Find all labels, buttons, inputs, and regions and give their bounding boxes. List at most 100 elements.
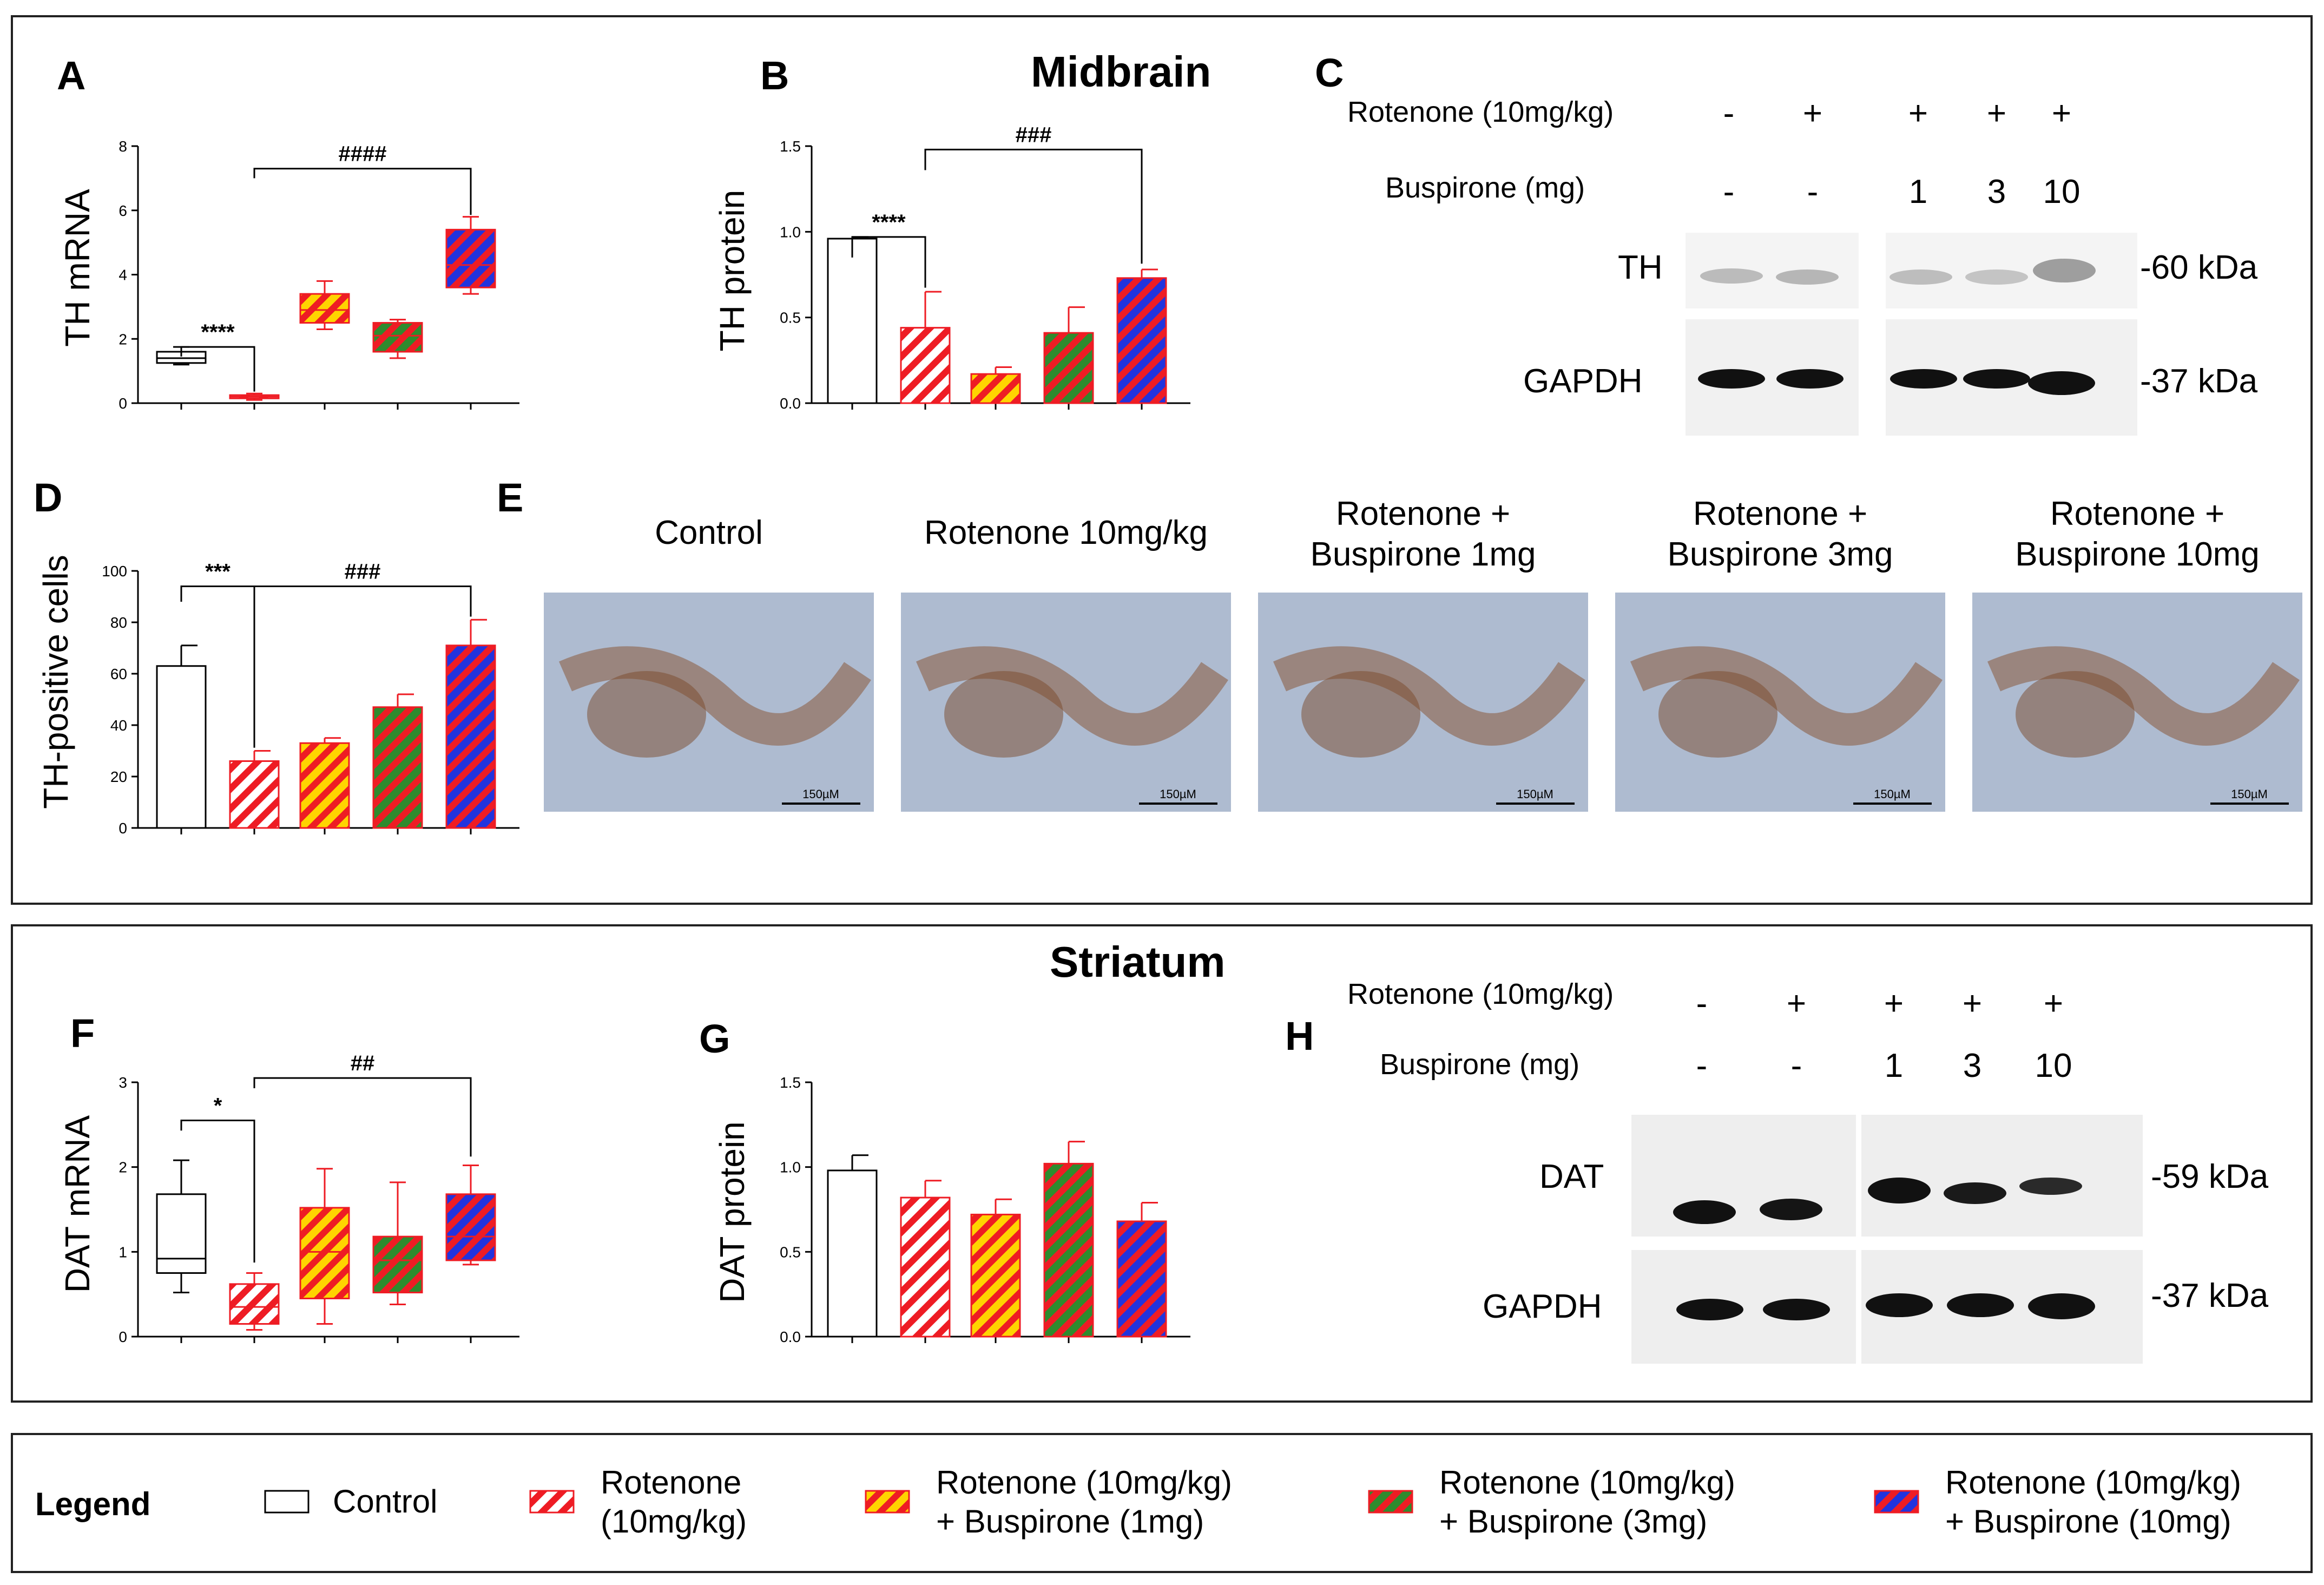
scale-bar-label: 150µM [1874,787,1911,801]
legend-label: Control [333,1483,437,1520]
blot-h-dat-strip-left [1631,1115,1856,1237]
chart-th-mrna: 0 2 4 6 8 TH mRNA **** #### [58,138,519,412]
bar-4 [445,644,496,829]
protein-band [1760,1199,1822,1220]
protein-band [1776,269,1839,285]
buspirone-dose: 3 [1963,1047,1981,1084]
chart-dat-mrna: 0 1 2 3 DAT mRNA * ## [58,1051,519,1345]
rotenone-sign: + [1803,95,1822,132]
buspirone-dose: - [1807,173,1819,211]
bar-3 [1043,1162,1094,1338]
buspirone-dose: - [1791,1047,1802,1084]
gapdh-band [1698,369,1765,389]
y-axis-title: DAT protein [713,1121,752,1303]
panel-letter-d: D [34,475,62,520]
significance-label: *** [205,560,231,584]
bar-0 [827,1169,878,1338]
gapdh-band [2028,1293,2095,1319]
y-axis-title: TH protein [713,190,752,352]
protein-band [1965,269,2028,285]
blot-h-dat-label: DAT [1539,1158,1604,1195]
blot-c-th-label: TH [1618,249,1663,286]
legend-swatch-3 [1368,1490,1413,1514]
y-tick-label: 40 [110,717,127,734]
gapdh-band [1866,1293,1933,1317]
blot-c-gapdh-kda: -37 kDa [2140,363,2258,400]
y-tick-label: 100 [102,563,127,580]
blot-c-th-kda: -60 kDa [2140,249,2258,286]
y-tick-label: 80 [110,614,127,631]
buspirone-dose: 1 [1885,1047,1903,1084]
bar-3 [372,706,423,829]
gapdh-band [1890,369,1957,389]
buspirone-dose: - [1723,173,1735,211]
y-tick-label: 6 [118,202,127,219]
bar-1 [229,760,280,829]
significance-bracket [253,168,472,215]
gapdh-band [1776,369,1844,389]
blot-h-rotenone-label: Rotenone (10mg/kg) [1347,978,1614,1010]
y-tick-label: 1 [118,1244,127,1260]
rotenone-sign: + [2044,985,2063,1022]
rotenone-sign: + [2052,95,2071,132]
y-tick-label: 0.5 [780,1244,801,1260]
buspirone-dose: 1 [1909,173,1927,211]
panel-letter-f: F [70,1011,95,1056]
stained-neuron-region [1630,646,1943,746]
gapdh-band [1963,369,2030,389]
histology-label: Control [655,514,763,551]
protein-band [1890,269,1952,285]
histology-label: Rotenone 10mg/kg [924,514,1208,551]
y-tick-label: 2 [118,1159,127,1176]
y-tick-label: 0 [118,1328,127,1345]
significance-label: #### [339,142,387,166]
box-3 [372,322,423,353]
protein-band [2033,259,2096,282]
y-tick-label: 20 [110,768,127,785]
scale-bar-label: 150µM [802,787,839,801]
legend-label-line2: + Buspirone (3mg) [1439,1503,1707,1540]
chart-th-protein: 0.0 0.5 1.0 1.5 TH protein **** ### [713,123,1190,412]
y-tick-label: 0 [118,820,127,837]
box-1 [229,1283,280,1325]
panel-letter-g: G [699,1016,730,1061]
y-tick-label: 0.0 [780,1328,801,1345]
substantia-nigra-region [1301,671,1420,758]
legend-swatch-2 [865,1490,910,1514]
blot-h-gapdh-kda: -37 kDa [2151,1277,2269,1314]
legend-label-line1: Rotenone (10mg/kg) [936,1464,1232,1501]
histology-panel-e: Control 150µM Rotenone 10mg/kg 150µM Rotenon… [544,495,2302,812]
stained-neuron-region [558,646,871,746]
legend-label-line1: Rotenone (10mg/kg) [1945,1464,2241,1501]
y-axis-title: TH-positive cells [36,555,75,808]
y-tick-label: 1.5 [780,1074,801,1091]
midbrain-heading: Midbrain [1031,48,1211,96]
blot-c-buspirone-label: Buspirone (mg) [1385,172,1585,204]
histology-label-line2: Buspirone 1mg [1310,536,1536,573]
significance-label: * [214,1094,222,1118]
legend-frame [11,1433,2313,1573]
western-blot-c: Rotenone (10mg/kg) Buspirone (mg) - + + + + -… [1347,95,2258,436]
buspirone-dose: - [1696,1047,1708,1084]
histology-label-line1: Rotenone + [1336,495,1510,532]
scale-bar-label: 150µM [1517,787,1553,801]
legend-swatch-1 [529,1490,575,1514]
bar-3 [1043,332,1094,404]
significance-label: **** [201,320,235,344]
legend-label-line2: (10mg/kg) [601,1503,747,1540]
y-tick-label: 4 [118,267,127,284]
rotenone-sign: + [1963,985,1982,1022]
gapdh-band [1763,1299,1830,1320]
significance-bracket [253,1077,472,1157]
bar-2 [299,742,350,829]
bar-0 [156,665,207,829]
protein-band [2019,1178,2082,1195]
panel-letter-b: B [760,53,789,98]
significance-bracket [924,148,1143,264]
protein-band [1868,1178,1931,1203]
gapdh-band [1947,1293,2014,1317]
buspirone-dose: 3 [1987,173,2006,211]
y-tick-label: 0.5 [780,310,801,326]
striatum-section-frame [11,924,2313,1403]
